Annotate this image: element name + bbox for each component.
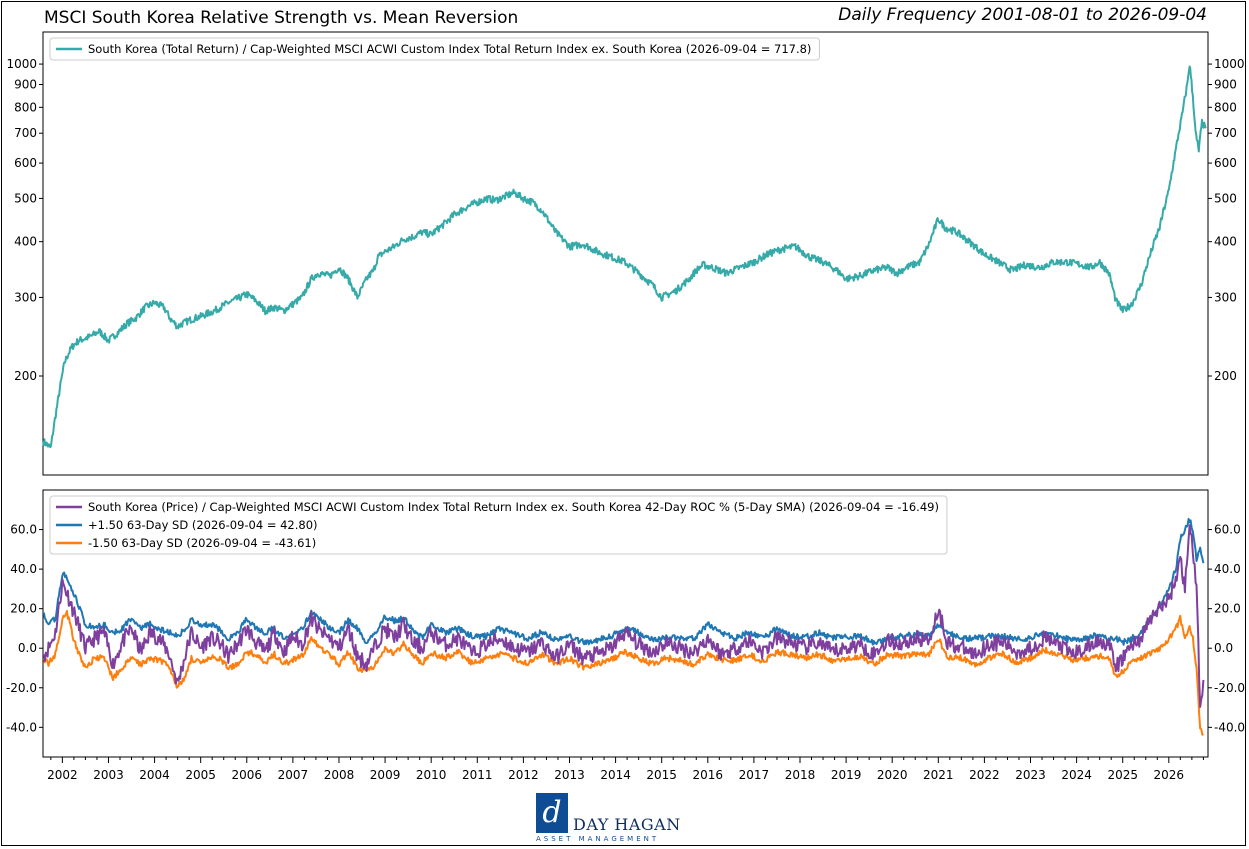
upper-band-line (42, 517, 1205, 646)
chart-subtitle: Daily Frequency 2001-08-01 to 2026-09-04 (838, 5, 1207, 25)
bottom-ytick-label-left: -40.0 (6, 720, 37, 734)
roc-line (42, 524, 1205, 708)
xtick-label: 2010 (416, 768, 447, 782)
xtick-label: 2017 (739, 768, 770, 782)
logo-mark: d (536, 793, 568, 833)
bottom-ytick-label-right: 40.0 (1214, 562, 1241, 576)
xtick-label: 2005 (185, 768, 216, 782)
lower-band-line (42, 610, 1204, 737)
top-plot-area (42, 31, 1209, 476)
xtick-label: 2014 (600, 768, 631, 782)
top-ytick-label-left: 500 (14, 191, 37, 205)
bottom-ytick-label-right: 60.0 (1214, 523, 1241, 537)
xtick-label: 2021 (923, 768, 954, 782)
top-ytick-label-left: 800 (14, 100, 37, 114)
bottom-ytick-label-right: -40.0 (1214, 720, 1245, 734)
xtick-label: 2012 (508, 768, 539, 782)
xtick-label: 2022 (969, 768, 1000, 782)
top-ytick-label-left: 900 (14, 77, 37, 91)
bottom-ytick-label-left: 60.0 (10, 523, 37, 537)
top-ytick-label-left: 1000 (6, 57, 37, 71)
top-legend (49, 37, 820, 61)
xtick-label: 2026 (1154, 768, 1185, 782)
bottom-ytick-label-left: 40.0 (10, 562, 37, 576)
legend-roc-label: South Korea (Price) / Cap-Weighted MSCI … (88, 500, 939, 514)
top-ytick-label-right: 1000 (1214, 57, 1245, 71)
xtick-label: 2008 (324, 768, 355, 782)
bottom-ytick-label-left: 20.0 (10, 602, 37, 616)
bottom-ytick-label-right: 0.0 (1214, 641, 1233, 655)
bottom-ytick-label-right: -20.0 (1214, 681, 1245, 695)
xtick-label: 2003 (93, 768, 124, 782)
xtick-label: 2006 (231, 768, 262, 782)
xtick-label: 2002 (47, 768, 78, 782)
xtick-label: 2020 (877, 768, 908, 782)
logo: d DAY HAGAN ASSET MANAGEMENT (536, 793, 686, 843)
bottom-ytick-label-left: -20.0 (6, 681, 37, 695)
logo-tagline: ASSET MANAGEMENT (536, 835, 660, 843)
top-ytick-label-right: 200 (1214, 369, 1237, 383)
top-ytick-label-right: 500 (1214, 191, 1237, 205)
xtick-label: 2009 (370, 768, 401, 782)
xtick-label: 2023 (1015, 768, 1046, 782)
top-ytick-label-right: 600 (1214, 156, 1237, 170)
chart-title: MSCI South Korea Relative Strength vs. M… (44, 8, 519, 28)
top-ytick-label-left: 400 (14, 235, 37, 249)
top-legend-label: South Korea (Total Return) / Cap-Weighte… (88, 42, 811, 56)
bottom-plot-area (42, 489, 1209, 758)
top-ytick-label-right: 800 (1214, 100, 1237, 114)
xtick-label: 2024 (1061, 768, 1092, 782)
top-ytick-label-right: 300 (1214, 290, 1237, 304)
xtick-label: 2013 (554, 768, 585, 782)
logo-name: DAY HAGAN (573, 815, 681, 834)
bottom-ytick-label-left: 0.0 (18, 641, 37, 655)
top-ytick-label-left: 600 (14, 156, 37, 170)
legend-lower-band-label: -1.50 63-Day SD (2026-09-04 = -43.61) (88, 536, 316, 550)
xtick-label: 2025 (1107, 768, 1138, 782)
xtick-label: 2016 (693, 768, 724, 782)
legend-upper-band-label: +1.50 63-Day SD (2026-09-04 = 42.80) (88, 518, 318, 532)
top-ytick-label-left: 200 (14, 369, 37, 383)
top-ytick-label-right: 700 (1214, 126, 1237, 140)
xtick-label: 2004 (139, 768, 170, 782)
xtick-label: 2011 (462, 768, 493, 782)
xtick-label: 2007 (278, 768, 309, 782)
xtick-label: 2019 (831, 768, 862, 782)
top-ytick-label-right: 900 (1214, 77, 1237, 91)
top-ytick-label-left: 700 (14, 126, 37, 140)
relative-strength-line (42, 65, 1207, 448)
top-ytick-label-left: 300 (14, 290, 37, 304)
bottom-legend (49, 495, 948, 555)
bottom-ytick-label-right: 20.0 (1214, 602, 1241, 616)
xtick-label: 2018 (785, 768, 816, 782)
xtick-label: 2015 (646, 768, 677, 782)
top-ytick-label-right: 400 (1214, 235, 1237, 249)
